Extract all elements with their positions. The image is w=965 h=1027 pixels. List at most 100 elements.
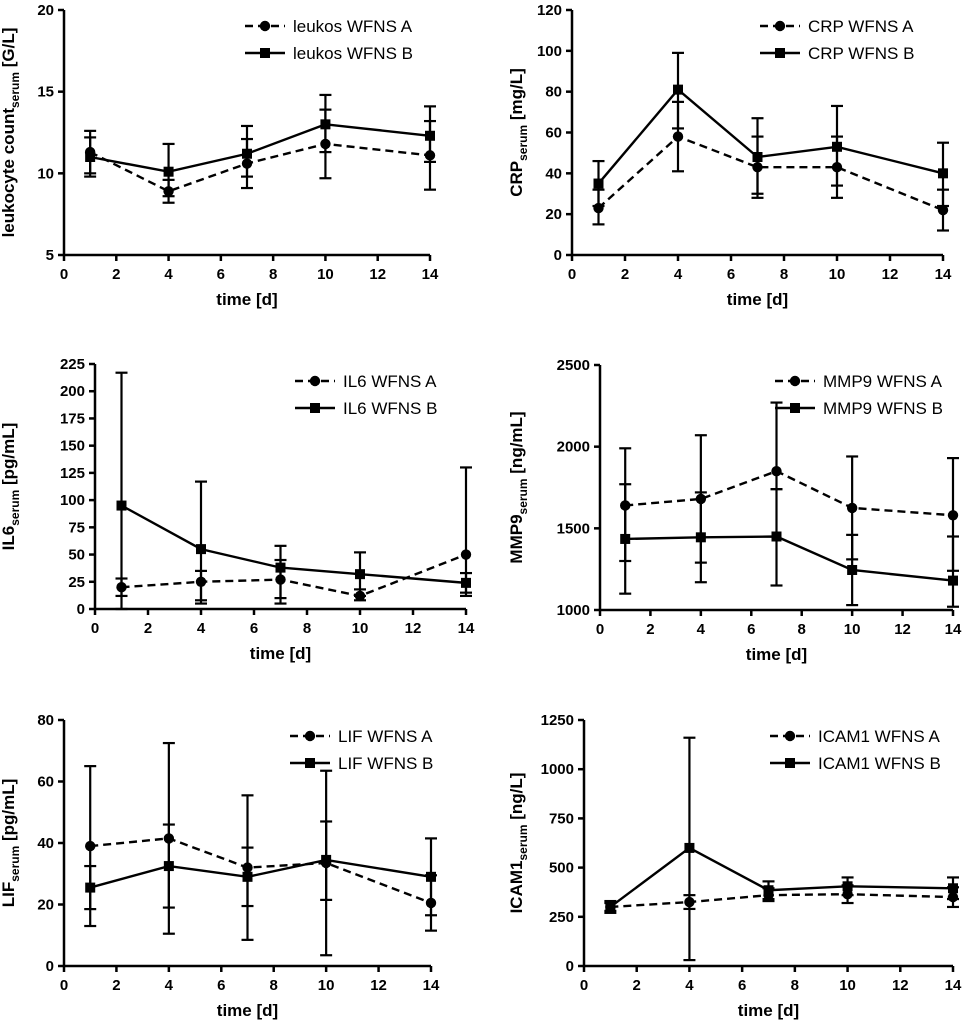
legend-entry: MMP9 WFNS A (775, 372, 943, 391)
series-a (592, 100, 949, 232)
y-axis-label: IL6serum [pg/mL] (0, 423, 22, 551)
x-tick-label: 2 (144, 620, 152, 637)
x-axis-label: time [d] (216, 290, 277, 309)
data-point (275, 562, 286, 573)
legend-label: leukos WFNS A (293, 17, 413, 36)
x-tick-label: 4 (165, 977, 174, 994)
data-point (355, 569, 365, 580)
y-tick-label: 75 (68, 519, 85, 536)
data-point (85, 840, 96, 852)
legend-marker (304, 730, 316, 742)
x-tick-label: 6 (738, 977, 746, 994)
data-point (85, 152, 96, 162)
data-point (242, 871, 253, 882)
x-tick-label: 0 (60, 266, 68, 283)
legend-entry: CRP WFNS A (760, 17, 914, 36)
y-tick-label: 0 (554, 247, 562, 264)
series-line (625, 469, 954, 517)
data-point (320, 119, 331, 130)
data-point (461, 577, 471, 588)
x-tick-label: 0 (596, 621, 604, 638)
x-tick-label: 6 (250, 620, 258, 637)
legend-marker (259, 20, 271, 32)
x-tick-label: 12 (405, 620, 422, 637)
x-tick-label: 12 (370, 977, 387, 994)
y-tick-label: 1250 (541, 712, 574, 729)
x-tick-label: 4 (164, 266, 173, 283)
x-tick-label: 4 (685, 977, 694, 994)
chart-panel-2: 0 2 4 6 8 10 12 14 0 20 40 60 80 100 120 time [d] CRPser… (507, 2, 952, 309)
y-axis-label: leukocyte countserum [G/L] (0, 28, 22, 238)
data-point (460, 549, 472, 560)
data-point (948, 883, 958, 894)
data-point (847, 564, 858, 575)
y-axis-label: MMP9serum [ng/mL] (507, 411, 530, 563)
y-tick-label: 80 (545, 84, 562, 101)
data-point (426, 871, 436, 882)
data-point (242, 148, 252, 159)
y-tick-label: 60 (545, 125, 562, 142)
series-a (84, 741, 437, 957)
legend-marker (789, 375, 801, 387)
y-tick-label: 1000 (541, 761, 574, 778)
data-point (846, 502, 858, 514)
data-point (948, 575, 958, 586)
data-point (163, 861, 174, 872)
legend-entry: IL6 WFNS B (295, 399, 437, 418)
data-point (842, 881, 853, 892)
data-point (684, 842, 695, 853)
y-axis-label: LIFserum [pg/mL] (0, 779, 22, 908)
series-line (625, 535, 954, 582)
x-tick-label: 10 (317, 266, 334, 283)
x-tick-label: 6 (747, 621, 755, 638)
series-line (89, 123, 431, 173)
x-tick-label: 2 (621, 266, 629, 283)
chart-panel-6: 0 2 4 6 8 10 12 14 0 250 500 750 1000 1250 time [d] ICA… (507, 712, 962, 1020)
y-tick-label: 10 (37, 165, 54, 182)
x-tick-label: 12 (882, 266, 899, 283)
x-tick-label: 10 (829, 266, 846, 283)
series-line (120, 504, 467, 585)
y-tick-label: 750 (549, 810, 574, 827)
x-tick-label: 4 (197, 620, 206, 637)
y-tick-label: 5 (46, 247, 54, 264)
y-tick-label: 40 (37, 835, 54, 852)
legend-label: CRP WFNS B (808, 44, 914, 63)
legend-label: CRP WFNS A (808, 17, 914, 36)
series-line (597, 135, 944, 212)
x-tick-label: 8 (270, 977, 278, 994)
y-tick-label: 120 (537, 2, 562, 19)
legend-entry: ICAM1 WFNS A (770, 727, 941, 746)
x-axis-label: time [d] (746, 645, 807, 664)
legend-entry: IL6 WFNS A (295, 372, 437, 391)
y-tick-label: 0 (77, 601, 85, 618)
x-tick-label: 14 (945, 621, 962, 638)
x-tick-label: 2 (112, 977, 120, 994)
x-tick-label: 6 (727, 266, 735, 283)
y-tick-label: 15 (37, 84, 54, 101)
legend-entry: leukos WFNS B (245, 44, 413, 63)
y-tick-label: 500 (549, 860, 574, 877)
y-tick-label: 20 (37, 897, 54, 914)
y-tick-label: 40 (545, 165, 562, 182)
y-tick-label: 200 (60, 383, 85, 400)
x-tick-label: 8 (798, 621, 806, 638)
x-tick-label: 8 (791, 977, 799, 994)
data-point (695, 532, 706, 543)
legend-label: IL6 WFNS A (343, 372, 437, 391)
series-b (84, 820, 437, 917)
y-tick-label: 150 (60, 438, 85, 455)
series-b (115, 371, 472, 611)
data-point (672, 131, 684, 142)
legend-label: IL6 WFNS B (343, 399, 437, 418)
chart-panel-1: 0 2 4 6 8 10 12 14 5 10 15 20 time [d] leukocyte coun… (0, 2, 439, 309)
y-tick-label: 50 (68, 547, 85, 564)
y-tick-label: 250 (549, 909, 574, 926)
legend-entry: LIF WFNS B (290, 754, 433, 773)
legend-marker (305, 758, 315, 768)
x-tick-label: 14 (422, 266, 439, 283)
x-tick-label: 12 (892, 977, 909, 994)
legend-marker (775, 48, 785, 58)
chart-panel-5: 0 2 4 6 8 10 12 14 0 20 40 60 80 time [d] LIFserum [pg… (0, 712, 440, 1020)
